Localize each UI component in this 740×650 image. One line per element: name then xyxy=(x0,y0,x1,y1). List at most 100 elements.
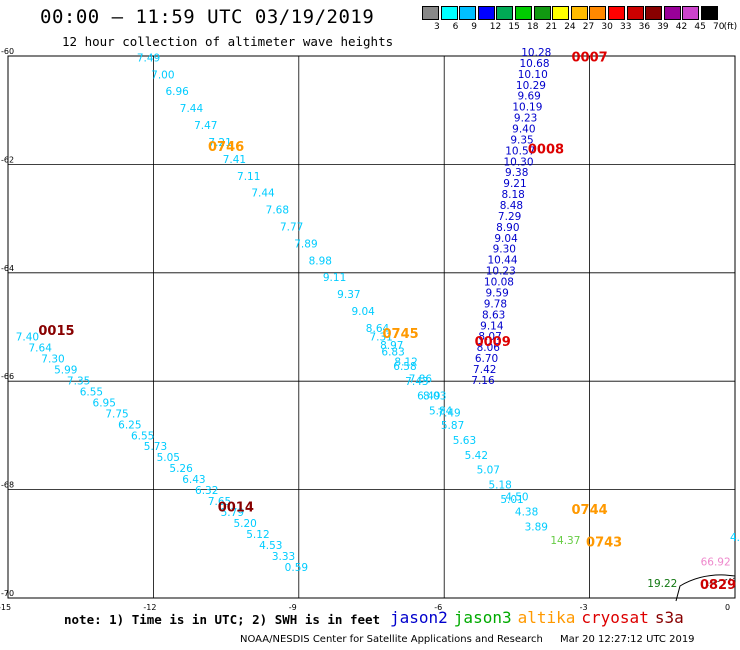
wave-height-value: 4.38 xyxy=(515,506,538,518)
wave-height-value: 3.33 xyxy=(272,551,295,563)
footer-note: note: 1) Time is in UTC; 2) SWH is in fe… xyxy=(64,612,381,627)
wave-height-value: 9.38 xyxy=(505,167,528,179)
wave-height-value: 7.29 xyxy=(498,211,521,223)
wave-height-value: 9.11 xyxy=(323,272,346,284)
wave-height-value: 4.53 xyxy=(259,540,282,552)
x-tick-label: -12 xyxy=(143,603,156,612)
wave-height-value: 10.10 xyxy=(518,69,548,81)
wave-height-value: 7.30 xyxy=(41,353,64,365)
wave-height-value: 19.22 xyxy=(647,578,677,590)
satellite-legend-entry: s3a xyxy=(654,608,684,627)
wave-height-value: 6.95 xyxy=(93,397,116,409)
wave-height-value: 7.40 xyxy=(16,332,39,344)
wave-height-value: 8.48 xyxy=(500,200,523,212)
wave-height-value: 6.32 xyxy=(195,485,218,497)
color-scale-tick: 27 xyxy=(582,22,595,32)
satellite-legend-entry: jason2 xyxy=(390,608,448,627)
color-swatch xyxy=(477,6,495,20)
color-swatch xyxy=(608,6,625,20)
pass-time-label: 0746 xyxy=(208,140,244,155)
wave-height-value: 9.23 xyxy=(514,113,537,125)
wave-height-value: 7.49 xyxy=(437,407,460,419)
wave-height-value: 9.78 xyxy=(484,298,507,310)
wave-height-value: 5.42 xyxy=(465,450,488,462)
coastline xyxy=(675,574,736,602)
wave-height-value: 0.59 xyxy=(285,562,308,574)
wave-height-value: 7.77 xyxy=(280,221,303,233)
color-swatch xyxy=(515,6,532,20)
wave-height-value: 10.29 xyxy=(516,80,546,92)
map-subtitle: 12 hour collection of altimeter wave hei… xyxy=(62,34,394,49)
color-swatch xyxy=(626,6,644,20)
satellite-legend-entry: jason3 xyxy=(453,608,512,627)
wave-height-value: 9.04 xyxy=(494,233,518,245)
wave-height-value: 7.11 xyxy=(237,171,260,183)
color-scale-tick: 21 xyxy=(545,22,558,32)
wave-height-value: 5.26 xyxy=(169,463,193,475)
wave-height-value: 10.44 xyxy=(487,255,517,267)
wave-height-value: 7.75 xyxy=(105,408,128,420)
wave-height-value: 10.28 xyxy=(521,47,551,59)
wave-height-value: 8.12 xyxy=(394,357,417,369)
wave-height-value: 9.21 xyxy=(503,178,526,190)
color-swatch xyxy=(440,6,458,20)
color-swatch xyxy=(663,6,681,20)
pass-time-label: 0007 xyxy=(572,50,608,65)
wave-height-value: 6.58 xyxy=(393,361,416,373)
color-scale-tick: 3 xyxy=(434,22,440,32)
wave-height-value: 7.31 xyxy=(369,332,392,344)
pass-time-label: 0015 xyxy=(38,324,74,339)
wave-height-value: 10.08 xyxy=(484,277,514,289)
color-scale-tick: 15 xyxy=(508,22,520,32)
color-scale-tick: 42 xyxy=(675,22,688,32)
color-swatch xyxy=(496,6,514,20)
wave-height-value: 4. xyxy=(730,532,740,544)
color-swatch xyxy=(422,6,439,20)
wave-height-value: 9.69 xyxy=(517,91,540,103)
color-swatch xyxy=(533,6,551,20)
color-swatch xyxy=(645,6,663,20)
x-tick-label: 0 xyxy=(725,603,730,612)
pass-time-label: 0744 xyxy=(572,503,608,518)
wave-height-value: 7.41 xyxy=(223,154,246,166)
plot-frame xyxy=(7,55,736,599)
color-swatch xyxy=(570,6,588,20)
wave-height-value: 7.86 xyxy=(409,374,433,386)
pass-time-label: 0829 xyxy=(700,578,736,593)
color-swatch xyxy=(552,6,570,20)
pass-time-label: 0009 xyxy=(475,335,511,350)
wave-height-value: 7.64 xyxy=(29,343,53,355)
wave-height-value: 7.47 xyxy=(194,120,217,132)
satellite-legend: jason2 jason3 altika cryosat s3a xyxy=(390,608,690,627)
wave-height-value: 9.35 xyxy=(510,134,533,146)
pass-time-label: 0745 xyxy=(382,327,418,342)
wave-height-value: 4.50 xyxy=(505,491,528,503)
pass-time-label: 0014 xyxy=(218,500,254,515)
wave-height-value: 9.30 xyxy=(493,244,516,256)
wave-height-value: 8.06 xyxy=(477,342,501,354)
color-swatch xyxy=(682,6,700,20)
generated-timestamp: Mar 20 12:27:12 UTC 2019 xyxy=(560,634,695,645)
wave-height-value: 66.92 xyxy=(701,556,731,568)
wave-height-value: 7.43 xyxy=(405,376,428,388)
wave-height-value: 5.05 xyxy=(157,452,180,464)
wave-height-value: 7.68 xyxy=(266,205,289,217)
wave-height-value: 5.79 xyxy=(221,507,244,519)
color-scale-tick: 18 xyxy=(527,22,539,32)
x-tick-label: -9 xyxy=(289,603,297,612)
satellite-legend-entry: altika xyxy=(517,608,576,627)
wave-height-value: 5.63 xyxy=(453,435,476,447)
wave-height-value: 10.19 xyxy=(512,102,542,114)
color-scale-tick: 9 xyxy=(471,22,477,32)
wave-height-value: 5.01 xyxy=(500,494,523,506)
x-tick-label: -6 xyxy=(434,603,442,612)
coastline-dotted xyxy=(705,577,736,589)
wave-height-value: 7.65 xyxy=(208,496,231,508)
satellite-legend-entry: cryosat xyxy=(581,608,649,627)
wave-height-value: 5.84 xyxy=(429,405,453,417)
wave-height-value: 5.07 xyxy=(477,465,500,477)
wave-height-value: 5.73 xyxy=(144,441,167,453)
color-scale-tick: 12 xyxy=(489,22,502,32)
wave-height-value: 6.49 xyxy=(417,391,440,403)
credit-line: NOAA/NESDIS Center for Satellite Applica… xyxy=(240,634,695,645)
